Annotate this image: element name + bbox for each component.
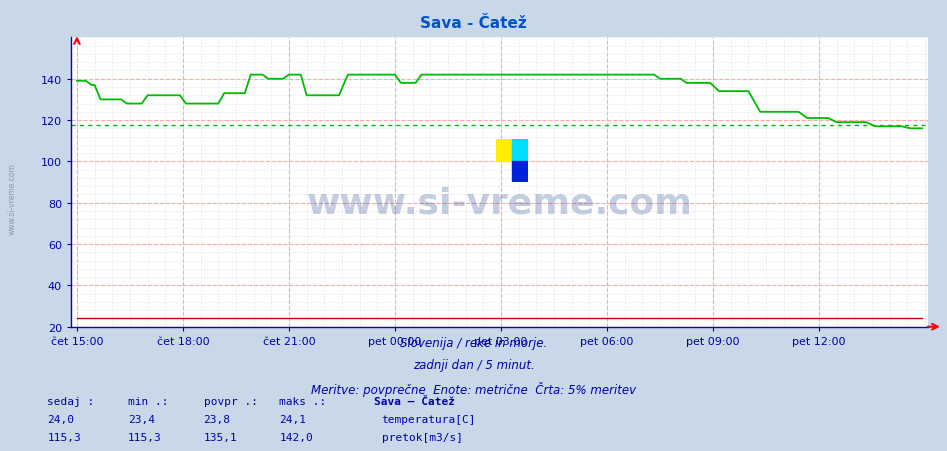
- Text: 24,1: 24,1: [279, 414, 307, 423]
- Text: 135,1: 135,1: [204, 432, 238, 442]
- Text: Sava - Čatež: Sava - Čatež: [420, 16, 527, 31]
- Bar: [512, 140, 528, 161]
- Text: min .:: min .:: [128, 396, 169, 405]
- Text: Slovenija / reke in morje.: Slovenija / reke in morje.: [400, 336, 547, 349]
- Text: 23,4: 23,4: [128, 414, 155, 423]
- Text: 142,0: 142,0: [279, 432, 313, 442]
- Text: Meritve: povprečne  Enote: metrične  Črta: 5% meritev: Meritve: povprečne Enote: metrične Črta:…: [311, 381, 636, 396]
- Text: Sava – Čatež: Sava – Čatež: [374, 396, 456, 405]
- Text: 115,3: 115,3: [47, 432, 81, 442]
- Text: zadnji dan / 5 minut.: zadnji dan / 5 minut.: [413, 359, 534, 372]
- Text: pretok[m3/s]: pretok[m3/s]: [382, 432, 463, 442]
- Bar: [496, 140, 512, 161]
- Text: temperatura[C]: temperatura[C]: [382, 414, 476, 423]
- Text: 115,3: 115,3: [128, 432, 162, 442]
- Text: sedaj :: sedaj :: [47, 396, 95, 405]
- Text: 23,8: 23,8: [204, 414, 231, 423]
- Text: 24,0: 24,0: [47, 414, 75, 423]
- Bar: [512, 161, 528, 183]
- Text: www.si-vreme.com: www.si-vreme.com: [307, 186, 692, 220]
- Text: maks .:: maks .:: [279, 396, 327, 405]
- Text: povpr .:: povpr .:: [204, 396, 258, 405]
- Text: www.si-vreme.com: www.si-vreme.com: [8, 162, 17, 235]
